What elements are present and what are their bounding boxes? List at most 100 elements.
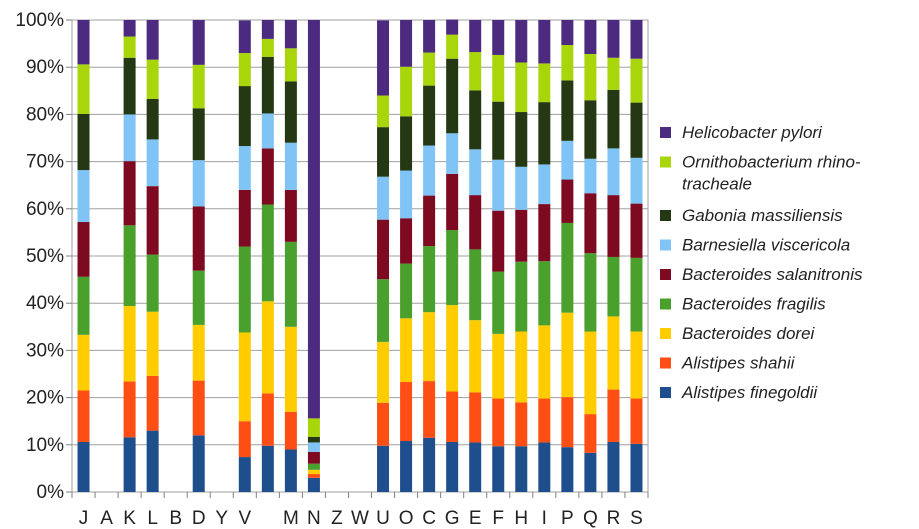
y-tick-label: 80% — [26, 104, 64, 125]
bar-segment — [284, 411, 297, 450]
legend-label: Alistipes finegoldii — [681, 383, 818, 402]
bar-segment — [400, 170, 413, 219]
y-tick-label: 90% — [26, 57, 64, 78]
legend-swatch — [660, 387, 671, 398]
bar-segment — [469, 149, 482, 196]
bar-segment — [446, 133, 459, 174]
bar-segment — [423, 312, 436, 382]
bar-segment — [561, 140, 574, 180]
bar-segment — [77, 276, 90, 335]
bar-segment — [284, 449, 297, 492]
bar-segment — [515, 209, 528, 262]
y-tick-label: 10% — [26, 435, 64, 456]
bar-segment — [630, 20, 643, 59]
bar-segment — [584, 253, 597, 332]
legend-swatch — [660, 328, 671, 339]
bar-segment — [77, 222, 90, 277]
bar-segment — [515, 402, 528, 447]
bar-segment — [284, 326, 297, 412]
bar-segment — [469, 52, 482, 91]
bar-segment — [307, 20, 320, 419]
bar-segment — [146, 311, 159, 376]
bar-segment — [261, 148, 274, 205]
bar-segment — [607, 441, 620, 492]
bar-segment — [192, 270, 205, 325]
axes: 0% 10% 20% 30% 40% 50% 60% 70% 80% 90% 100% J A K L B D Y… — [15, 10, 649, 529]
bar-segment — [584, 100, 597, 159]
x-tick-label: B — [169, 508, 182, 529]
bar-segment — [238, 146, 251, 190]
bar-segment — [400, 441, 413, 492]
x-tick-label: L — [147, 508, 158, 529]
bar-segment — [400, 218, 413, 264]
x-tick-label: E — [469, 508, 482, 529]
x-tick-label: W — [351, 508, 369, 529]
legend-label: Alistipes shahii — [681, 354, 796, 373]
bar-segment — [400, 66, 413, 117]
y-tick-label: 60% — [26, 199, 64, 220]
bar-segment — [77, 170, 90, 223]
bar-segment — [469, 392, 482, 443]
bar-segment — [584, 414, 597, 453]
x-tick-label: H — [514, 508, 528, 529]
y-tick-label: 20% — [26, 388, 64, 409]
x-tick-label: U — [376, 508, 390, 529]
bar-segment — [77, 113, 90, 171]
bar-segment — [423, 381, 436, 438]
bar-segment — [238, 53, 251, 87]
x-tick-label: C — [422, 508, 436, 529]
bar-segment — [446, 34, 459, 59]
gridlines — [71, 19, 649, 493]
bar-segment — [607, 57, 620, 90]
legend-label: Gabonia massiliensis — [682, 206, 843, 225]
bar-segment — [192, 160, 205, 207]
x-tick-label: A — [100, 508, 113, 529]
bar-segment — [192, 206, 205, 271]
bar-segment — [261, 20, 274, 39]
bar-segment — [538, 325, 551, 399]
x-tick-label: M — [283, 508, 299, 529]
bar-segment — [630, 58, 643, 103]
bar-segment — [515, 331, 528, 403]
bar-segment — [561, 397, 574, 448]
bar-segment — [146, 430, 159, 492]
bar-segment — [538, 442, 551, 492]
bar-segment — [515, 62, 528, 113]
x-tick-label: N — [307, 508, 321, 529]
x-tick-label: Y — [215, 508, 228, 529]
bar-segment — [469, 320, 482, 393]
bar-segment — [469, 195, 482, 250]
bar-segment — [307, 477, 320, 492]
bar-segment — [469, 249, 482, 321]
bar-segment — [146, 98, 159, 140]
legend-swatch — [660, 210, 671, 221]
bar-segment — [538, 204, 551, 262]
bar-segment — [423, 437, 436, 492]
y-tick-label: 30% — [26, 340, 64, 361]
bar-segment — [423, 195, 436, 247]
bar-segment — [423, 145, 436, 196]
bar-segment — [607, 20, 620, 58]
bar-segment — [492, 20, 505, 55]
bar-segment — [261, 445, 274, 492]
legend-label: Ornithobacterium rhino-tracheale — [682, 153, 861, 194]
bar-segment — [261, 38, 274, 57]
bar-segment — [538, 63, 551, 103]
legend-label: Bacteroides salanitronis — [682, 265, 863, 284]
bar-segment — [630, 102, 643, 158]
x-tick-label: D — [192, 508, 206, 529]
bar-segment — [492, 398, 505, 447]
bar-segment — [446, 305, 459, 392]
bar-segment — [307, 469, 320, 475]
y-tick-label: 40% — [26, 293, 64, 314]
bar-segment — [584, 53, 597, 101]
bar-segment — [377, 279, 390, 342]
legend-swatch — [660, 239, 671, 251]
x-tick-label: F — [492, 508, 504, 529]
legend-label: Bacteroides fragilis — [682, 295, 826, 314]
bar-segment — [400, 20, 413, 67]
bar-segment — [607, 89, 620, 149]
bar-segment — [446, 173, 459, 231]
bar-segment — [492, 446, 505, 492]
bar-segment — [630, 443, 643, 492]
